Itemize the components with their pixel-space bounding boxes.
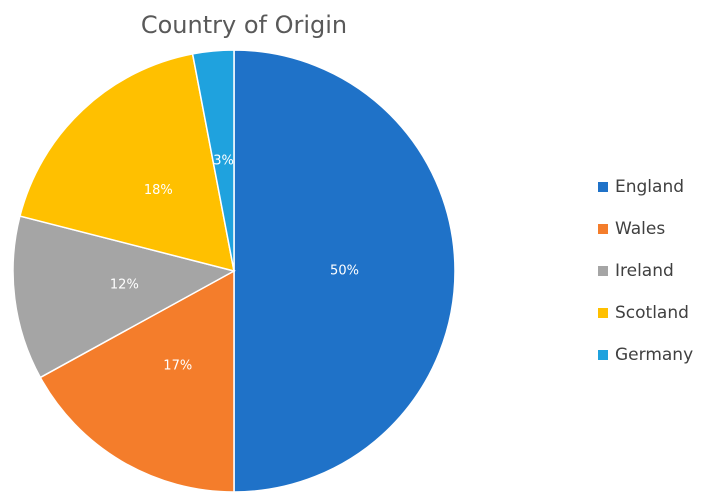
legend-swatch <box>598 182 608 192</box>
legend-label: England <box>615 177 684 197</box>
pie-slice <box>12 215 237 379</box>
legend: England Wales Ireland Scotland Germany <box>598 177 693 365</box>
data-label: 50% <box>330 264 359 279</box>
data-label: 17% <box>163 359 192 374</box>
legend-label: Ireland <box>615 261 674 281</box>
legend-label: Germany <box>615 345 693 365</box>
pie-slice <box>191 49 235 272</box>
legend-label: Wales <box>615 219 665 239</box>
legend-swatch <box>598 308 608 318</box>
pie-slice <box>233 49 456 493</box>
pie <box>12 49 456 493</box>
data-label: 18% <box>144 183 173 198</box>
legend-swatch <box>598 350 608 360</box>
legend-label: Scotland <box>615 303 689 323</box>
pie-slice <box>39 269 235 493</box>
legend-swatch <box>598 266 608 276</box>
data-labels: 50% 17% 12% 18% 3% <box>110 153 359 373</box>
pie-slice <box>19 53 235 273</box>
chart-title: Country of Origin <box>141 11 347 39</box>
legend-swatch <box>598 224 608 234</box>
data-label: 3% <box>213 153 234 168</box>
data-label: 12% <box>110 277 139 292</box>
